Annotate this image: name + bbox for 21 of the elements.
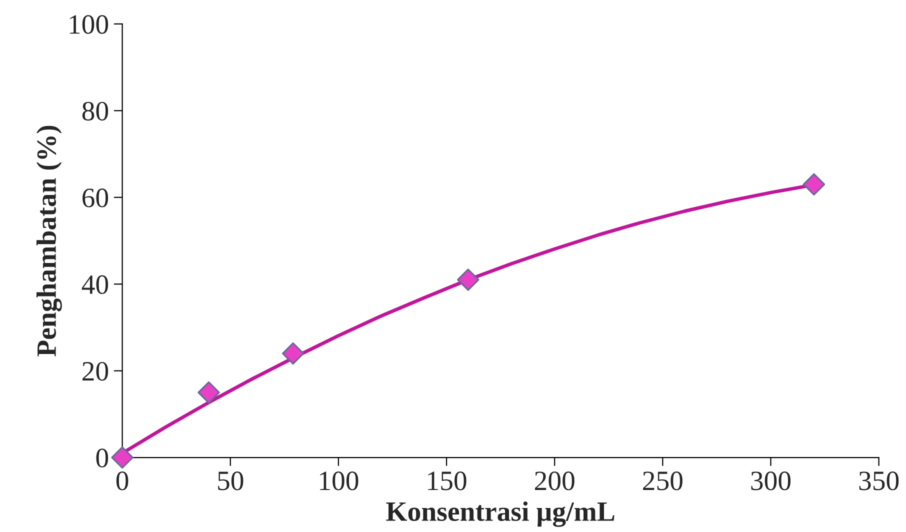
x-tick-label: 150 bbox=[428, 472, 466, 490]
x-tick-label: 100 bbox=[320, 472, 358, 490]
point bbox=[282, 342, 304, 365]
x-tick-label: 250 bbox=[643, 472, 682, 490]
y-tick-label: 0 bbox=[96, 448, 108, 468]
point bbox=[111, 446, 134, 469]
x-tick-label: 350 bbox=[859, 472, 899, 490]
x-tick-label: 300 bbox=[751, 472, 791, 490]
x-axis-title: Konsentrasi µg/mL bbox=[386, 501, 614, 527]
y-tick-label: 80 bbox=[82, 102, 108, 121]
y-tick-label: 60 bbox=[82, 188, 108, 208]
x-tick-label: 200 bbox=[534, 472, 574, 490]
point bbox=[198, 381, 220, 404]
point bbox=[457, 268, 480, 291]
point bbox=[802, 173, 826, 196]
x-tick-label: 50 bbox=[218, 472, 244, 490]
y-tick-label: 20 bbox=[82, 362, 108, 381]
y-axis-title: Penghambatan (%) bbox=[36, 126, 62, 356]
y-tick-label: 100 bbox=[70, 15, 108, 34]
x-tick-label: 0 bbox=[116, 472, 128, 490]
y-tick-label: 40 bbox=[82, 275, 108, 294]
